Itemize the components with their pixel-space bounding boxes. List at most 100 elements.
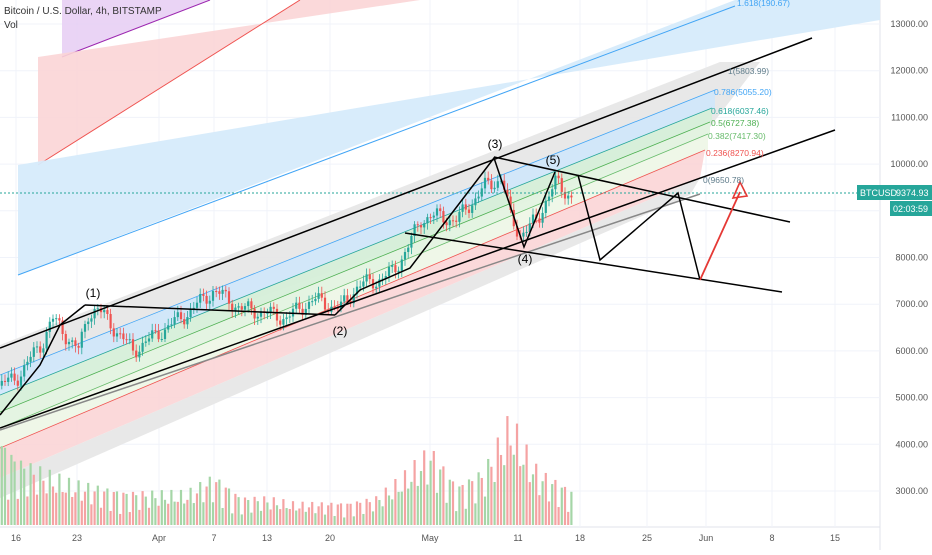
- volume-bar: [208, 476, 211, 525]
- upper-wedge-line: [493, 156, 791, 223]
- candle-body: [496, 181, 499, 188]
- volume-bar: [397, 491, 400, 525]
- volume-bar: [451, 481, 455, 525]
- candle-body: [400, 259, 403, 271]
- candle-body: [298, 302, 301, 309]
- volume-bar: [455, 511, 458, 525]
- volume-bar: [176, 501, 179, 525]
- volume-bar: [557, 507, 560, 525]
- volume-bar: [195, 493, 199, 525]
- badge-symbol: BTCUSD: [860, 188, 898, 198]
- x-tick-label: 20: [325, 533, 335, 543]
- time-axis[interactable]: 16 23 Apr 7 13 20 May 11 18 25 Jun 8 15: [11, 533, 840, 543]
- candle-body: [243, 306, 247, 310]
- candle-body: [154, 330, 157, 332]
- candle-body: [71, 340, 74, 342]
- volume-bar: [141, 491, 144, 525]
- candle-body: [128, 339, 131, 341]
- volume-bar: [362, 513, 365, 525]
- candle-body: [48, 321, 51, 332]
- candle-body: [279, 320, 282, 325]
- volume-bar: [528, 482, 531, 525]
- candle-body: [339, 301, 343, 309]
- volume-bar: [410, 481, 413, 525]
- candle-body: [477, 196, 480, 199]
- volume-bar: [304, 511, 307, 525]
- candle-body: [515, 226, 519, 237]
- candle-body: [125, 339, 128, 341]
- volume-bar: [199, 482, 202, 525]
- fib-level-label: 0.5(6727.38): [711, 118, 759, 128]
- volume-bar: [243, 497, 247, 525]
- volume-bar: [432, 450, 435, 525]
- candle-body: [186, 317, 189, 325]
- candle-body: [349, 300, 352, 304]
- volume-bar: [467, 479, 471, 525]
- candle-body: [531, 214, 535, 224]
- candle-body: [39, 346, 42, 353]
- volume-bar: [493, 482, 496, 525]
- candle-body: [391, 265, 394, 267]
- volume-bar: [74, 492, 77, 525]
- volume-bar: [538, 495, 541, 525]
- volume-bar: [525, 444, 528, 525]
- x-tick-label: 8: [769, 533, 774, 543]
- y-tick-label: 10000.00: [890, 159, 928, 169]
- volume-bar: [333, 516, 336, 525]
- volume-bar: [227, 488, 231, 525]
- candle-body: [19, 376, 23, 386]
- volume-bar: [35, 494, 39, 525]
- candle-body: [106, 310, 109, 314]
- volume-bar: [221, 507, 224, 525]
- candle-body: [266, 312, 269, 314]
- candle-body: [179, 312, 183, 320]
- volume-bar: [496, 437, 499, 525]
- candle-body: [74, 340, 77, 346]
- candle-body: [455, 220, 458, 222]
- fib-level-label: 0.236(8270.94): [706, 148, 764, 158]
- candle-body: [506, 189, 509, 197]
- volume-bar: [307, 507, 311, 525]
- candle-body: [570, 195, 573, 198]
- volume-bar: [32, 474, 35, 525]
- candle-body: [275, 308, 279, 321]
- volume-bar: [16, 498, 19, 525]
- lower-wedge-line: [404, 232, 783, 293]
- candle-body: [487, 177, 490, 181]
- wave-drawings[interactable]: [0, 37, 836, 431]
- fib-level-label: 0(9650.78): [703, 175, 744, 185]
- candle-body: [314, 298, 317, 302]
- candle-body: [410, 235, 413, 248]
- volume-bar: [179, 489, 183, 525]
- volume-bar: [323, 514, 327, 525]
- volume-bar: [163, 499, 167, 525]
- volume-bar: [173, 501, 176, 525]
- volume-bar: [119, 513, 122, 525]
- candle-body: [205, 295, 208, 304]
- volume-bar: [154, 498, 157, 525]
- volume-bar: [183, 503, 186, 525]
- candle-body: [567, 195, 570, 199]
- candle-body: [77, 345, 80, 348]
- volume-bar: [343, 517, 346, 525]
- volume-label: Vol: [4, 20, 18, 31]
- candle-body: [250, 301, 253, 309]
- candle-body: [141, 342, 144, 352]
- volume-bar: [291, 501, 295, 525]
- volume-bar: [490, 466, 493, 525]
- candle-body: [259, 311, 263, 317]
- volume-bar: [471, 481, 474, 525]
- badge-price: 9374.93: [896, 188, 929, 198]
- candle-body: [397, 270, 400, 273]
- volume-bar: [563, 486, 567, 525]
- candle-body: [221, 289, 224, 294]
- wave-3-5-path: [334, 156, 556, 316]
- volume-bar: [237, 497, 240, 525]
- candle-body: [67, 341, 71, 345]
- candle-body: [365, 274, 368, 282]
- volume-bar: [407, 488, 410, 525]
- candle-body: [160, 339, 163, 341]
- volume-bar: [192, 503, 195, 525]
